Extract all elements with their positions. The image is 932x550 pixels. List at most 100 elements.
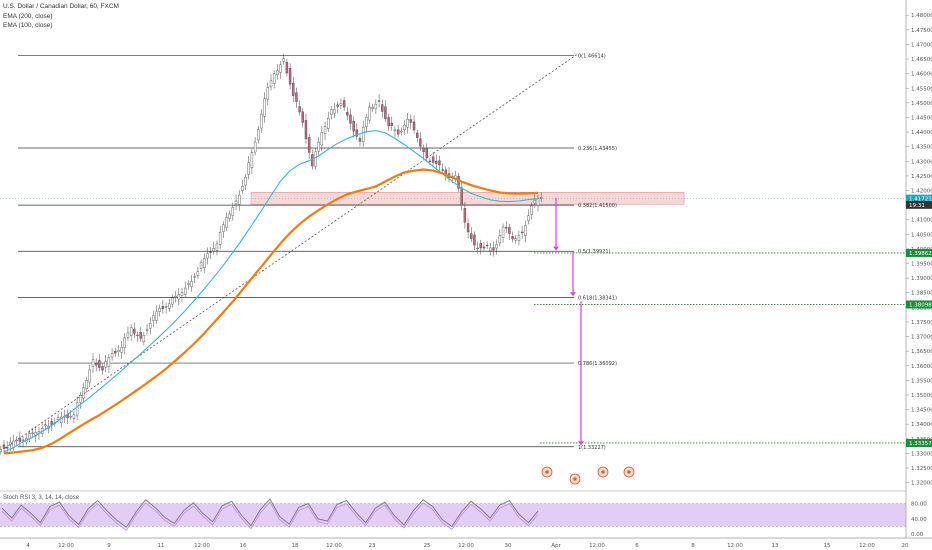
y-tick-label: 1.44500	[911, 115, 932, 121]
y-tick-label: 1.36000	[911, 364, 932, 370]
arrow-3-head	[578, 441, 584, 446]
candle-body	[155, 311, 158, 321]
x-tick-label: 16	[240, 543, 247, 549]
stoch-d-line	[1, 501, 539, 531]
x-tick-label: 4	[26, 543, 30, 549]
resistance-zone	[0, 191, 906, 205]
candle-body	[285, 62, 289, 74]
candle-body	[114, 350, 117, 354]
arrow-2-head	[570, 292, 576, 297]
fib-label: 1(1.33227)	[578, 445, 606, 451]
ema200-line	[3, 168, 539, 455]
candle-body	[336, 104, 339, 107]
candle-body	[485, 244, 489, 247]
resistance-zone-rect	[250, 191, 685, 205]
target-levels	[534, 252, 906, 444]
candle-body	[31, 432, 34, 434]
candle-body	[403, 124, 406, 130]
candle-body	[126, 332, 130, 338]
candle-body	[371, 106, 374, 109]
ema100-line	[3, 130, 539, 453]
candle-body	[91, 359, 95, 367]
candle-body	[304, 120, 308, 140]
candle-body	[330, 109, 333, 115]
candle-body	[260, 113, 263, 129]
candle-body	[139, 332, 142, 339]
y-tick-label: 1.34500	[911, 408, 932, 414]
y-tick-label: 1.39500	[911, 262, 932, 268]
candle-body	[199, 262, 203, 269]
candle-body	[460, 187, 463, 206]
y-tick-label: 1.37500	[911, 320, 932, 326]
symbol-title: U.S. Dollar / Canadian Dollar, 60, FXCM	[3, 3, 119, 10]
stoch-rsi-pane: 80.00 40.00 0.00	[0, 498, 927, 538]
economic-events[interactable]	[541, 466, 635, 485]
y-tick-label: 1.48000	[911, 13, 932, 19]
candle-body	[409, 119, 413, 123]
event-icon-dot	[545, 470, 549, 474]
candle-body	[136, 334, 139, 336]
candle-body	[85, 380, 88, 390]
price-badge	[906, 300, 932, 309]
candle-body	[2, 444, 6, 449]
candle-body	[161, 305, 165, 309]
y-tick-label: 1.32000	[911, 481, 932, 487]
candle-body	[524, 225, 527, 236]
x-tick-label: 12:00	[727, 543, 743, 549]
candle-body	[514, 238, 517, 241]
candle-body	[21, 439, 25, 441]
candle-body	[142, 335, 146, 343]
event-icon-dot	[573, 477, 577, 481]
candle-body	[266, 87, 270, 100]
candle-body	[241, 186, 244, 191]
candle-body	[482, 246, 486, 249]
candle-body	[257, 129, 260, 141]
fib-label: 0.618(1.38341)	[578, 295, 617, 301]
x-tick-label: 9	[107, 543, 111, 549]
ema100-legend[interactable]: EMA (100, close)	[3, 22, 53, 29]
fib-label: 0.236(1.43455)	[578, 146, 617, 152]
fib-label: 0.786(1.36092)	[578, 361, 617, 367]
candle-body	[333, 109, 336, 114]
candle-body	[145, 329, 149, 331]
y-tick-label: 1.46000	[911, 72, 932, 78]
candle-body	[501, 226, 505, 238]
osc-tick-label: 0.00	[911, 532, 924, 538]
candle-body	[209, 251, 212, 253]
ema200-legend[interactable]: EMA (200, close)	[3, 12, 53, 20]
candle-body	[15, 439, 18, 441]
x-tick-label: 12:00	[194, 543, 210, 549]
candle-body	[492, 247, 495, 251]
arrow-1-head	[553, 246, 559, 251]
candle-body	[425, 148, 428, 158]
candle-body	[352, 121, 355, 132]
candle-body	[539, 197, 543, 199]
x-tick-label: 6	[635, 543, 639, 549]
fib-label: 0.382(1.41500)	[578, 203, 617, 209]
candle-body	[44, 424, 47, 426]
y-tick-label: 1.40500	[911, 232, 932, 238]
candle-body	[384, 106, 387, 119]
candle-body	[390, 122, 393, 126]
candle-body	[218, 231, 222, 245]
price-badge-label: 19:31	[909, 203, 925, 209]
x-tick-label: 12:00	[859, 543, 875, 549]
candle-body	[387, 117, 390, 127]
stoch-k-line	[1, 498, 539, 528]
candle-body	[129, 327, 133, 336]
y-tick-label: 1.45500	[911, 86, 932, 92]
candle-body	[228, 213, 231, 219]
ema-lines	[3, 130, 539, 455]
candle-body	[295, 92, 298, 102]
candle-body	[196, 271, 200, 276]
candle-body	[342, 100, 346, 108]
price-badge	[906, 438, 932, 447]
candle-body	[212, 248, 215, 252]
candle-body	[269, 80, 273, 88]
stoch-rsi-legend[interactable]: Stoch RSI 3, 3, 14, 14, close	[3, 495, 80, 501]
candle-body	[323, 126, 327, 134]
candle-body	[406, 119, 409, 128]
candle-body	[104, 361, 107, 368]
candle-body	[301, 111, 304, 123]
